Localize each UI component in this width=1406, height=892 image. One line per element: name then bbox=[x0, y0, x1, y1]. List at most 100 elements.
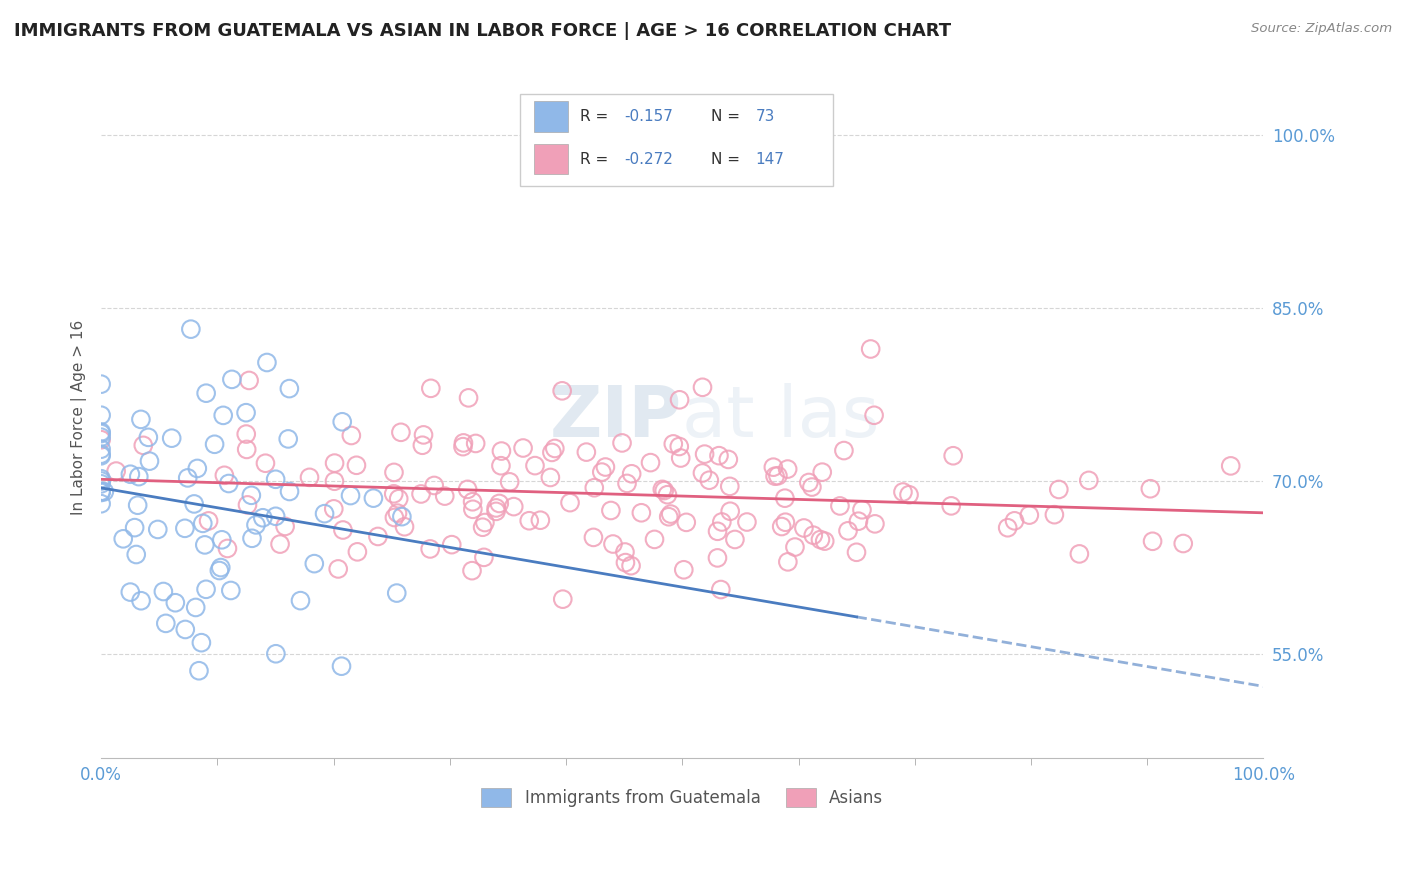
Point bbox=[328, 562, 350, 576]
Point bbox=[851, 502, 873, 516]
Point bbox=[412, 428, 434, 442]
Point bbox=[630, 506, 652, 520]
Point bbox=[419, 381, 441, 395]
Point bbox=[90, 474, 112, 488]
Point bbox=[657, 488, 679, 502]
Point bbox=[620, 558, 643, 573]
Point bbox=[269, 537, 291, 551]
Point bbox=[891, 485, 914, 500]
Point bbox=[1043, 508, 1066, 522]
Point bbox=[330, 415, 353, 429]
Point bbox=[138, 430, 160, 444]
Point bbox=[129, 593, 152, 607]
Point bbox=[551, 592, 574, 607]
Text: N =: N = bbox=[711, 152, 745, 167]
Point bbox=[332, 523, 354, 537]
Point bbox=[485, 504, 508, 518]
Point bbox=[90, 430, 112, 444]
Point bbox=[832, 443, 855, 458]
Point bbox=[90, 485, 112, 500]
Point bbox=[941, 499, 963, 513]
Text: -0.272: -0.272 bbox=[624, 152, 673, 167]
Point bbox=[502, 500, 524, 514]
Point bbox=[498, 475, 520, 489]
Point bbox=[138, 454, 160, 468]
Point bbox=[464, 436, 486, 450]
Point bbox=[304, 557, 326, 571]
Point bbox=[214, 468, 236, 483]
Point bbox=[183, 497, 205, 511]
Y-axis label: In Labor Force | Age > 16: In Labor Force | Age > 16 bbox=[72, 320, 87, 516]
Point bbox=[797, 475, 820, 490]
Point bbox=[773, 491, 796, 506]
Point bbox=[277, 432, 299, 446]
Point bbox=[388, 491, 411, 506]
Point bbox=[461, 495, 484, 509]
Point bbox=[423, 478, 446, 492]
Point bbox=[801, 528, 824, 542]
Point bbox=[211, 533, 233, 547]
Point bbox=[668, 392, 690, 407]
Point bbox=[209, 560, 232, 574]
Point bbox=[707, 449, 730, 463]
Point bbox=[551, 384, 574, 398]
Point bbox=[517, 514, 540, 528]
Point bbox=[1219, 458, 1241, 473]
Point bbox=[186, 461, 208, 475]
Point bbox=[997, 521, 1019, 535]
Point bbox=[474, 516, 496, 530]
Point bbox=[90, 449, 112, 463]
Text: Source: ZipAtlas.com: Source: ZipAtlas.com bbox=[1251, 22, 1392, 36]
Point bbox=[828, 499, 851, 513]
Point bbox=[387, 506, 409, 520]
Point bbox=[391, 509, 413, 524]
Point bbox=[235, 442, 257, 457]
Point bbox=[675, 516, 697, 530]
Text: at las: at las bbox=[682, 383, 880, 452]
Point bbox=[640, 456, 662, 470]
Point bbox=[195, 386, 218, 401]
Point bbox=[188, 664, 211, 678]
Point bbox=[419, 541, 441, 556]
Point bbox=[1069, 547, 1091, 561]
Point bbox=[105, 464, 128, 478]
Point bbox=[558, 495, 581, 509]
Point bbox=[770, 519, 793, 533]
Point bbox=[90, 433, 112, 447]
Point bbox=[440, 538, 463, 552]
Point bbox=[735, 515, 758, 529]
Point bbox=[125, 548, 148, 562]
Point bbox=[848, 514, 870, 528]
Point bbox=[132, 438, 155, 452]
Point bbox=[212, 409, 235, 423]
Point bbox=[776, 555, 799, 569]
Point bbox=[128, 469, 150, 483]
Point bbox=[394, 520, 416, 534]
Point bbox=[471, 520, 494, 534]
Point bbox=[90, 426, 112, 441]
Point bbox=[90, 425, 112, 439]
Point bbox=[710, 582, 733, 597]
Point bbox=[120, 585, 142, 599]
Point bbox=[800, 480, 823, 494]
Point bbox=[90, 472, 112, 486]
Point bbox=[692, 380, 714, 394]
Point bbox=[1047, 483, 1070, 497]
Point bbox=[1004, 514, 1026, 528]
Point bbox=[814, 534, 837, 549]
Text: 73: 73 bbox=[755, 109, 775, 124]
Point bbox=[340, 428, 363, 442]
Text: -0.157: -0.157 bbox=[624, 109, 673, 124]
Point bbox=[385, 586, 408, 600]
Point bbox=[298, 470, 321, 484]
Point bbox=[238, 374, 260, 388]
FancyBboxPatch shape bbox=[520, 95, 834, 186]
Point bbox=[662, 437, 685, 451]
Point bbox=[382, 487, 405, 501]
Bar bbox=[533, 101, 568, 131]
Point bbox=[651, 483, 673, 497]
Point bbox=[124, 521, 146, 535]
Point bbox=[762, 460, 785, 475]
Text: N =: N = bbox=[711, 109, 745, 124]
Point bbox=[252, 510, 274, 524]
